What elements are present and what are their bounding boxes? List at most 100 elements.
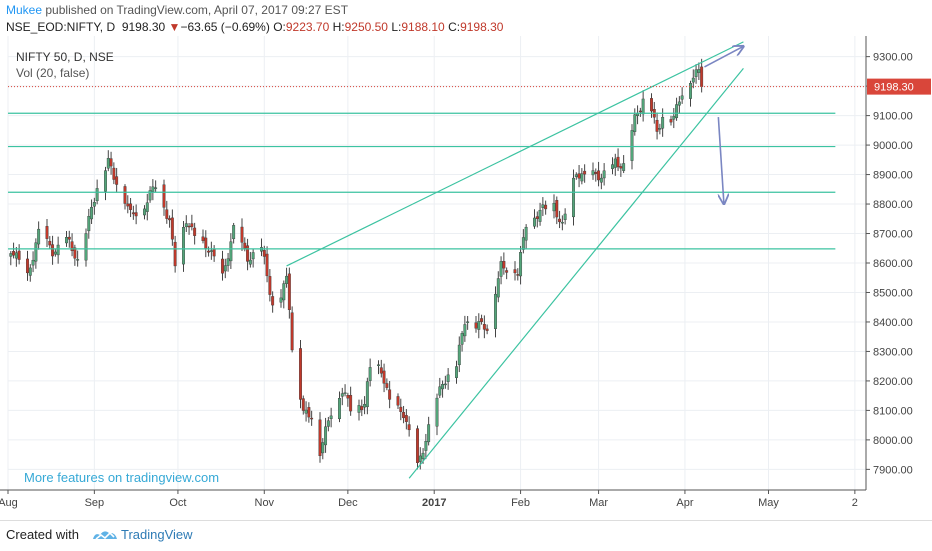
candle-body <box>574 174 578 177</box>
candle-body <box>552 202 556 212</box>
series-legend[interactable]: NIFTY 50, D, NSE <box>16 50 114 64</box>
price-chart[interactable]: 7900.00 8000.00 8100.00 8200.00 8300.00 8400.… <box>0 36 932 520</box>
candle-body <box>165 209 169 219</box>
time-tick-label: Nov <box>255 497 275 509</box>
candle-body <box>145 202 149 212</box>
candle-body <box>26 258 29 274</box>
tradingview-logo-icon[interactable] <box>92 526 118 544</box>
candle-body <box>343 392 347 394</box>
candle-body <box>115 176 119 185</box>
price-tick-label: 8800.00 <box>873 199 913 211</box>
candle-body <box>457 344 461 366</box>
candle-body <box>37 228 41 245</box>
candle-body <box>226 258 230 266</box>
candle-body <box>51 244 55 257</box>
candle-body <box>399 406 403 412</box>
candle-body <box>56 244 60 256</box>
last-price: 9198.30 <box>121 20 166 34</box>
price-tick-label: 9100.00 <box>873 111 913 123</box>
change-down-icon: ▼ <box>168 20 181 34</box>
candle-body <box>307 407 311 418</box>
candle-body <box>499 261 503 277</box>
candle-body <box>443 383 447 386</box>
candle-body <box>162 184 166 208</box>
candle-body <box>126 203 130 207</box>
candle-body <box>599 177 603 183</box>
candle-body <box>466 321 470 323</box>
price-tick-label: 7900.00 <box>873 464 913 476</box>
candle-body <box>538 209 542 222</box>
tradingview-brand[interactable]: TradingView <box>121 527 193 542</box>
price-tick-label: 8300.00 <box>873 346 913 358</box>
candle-body <box>482 324 486 330</box>
candle-body <box>560 221 564 224</box>
candle-body <box>207 250 211 253</box>
candle-body <box>672 115 676 120</box>
candle-body <box>636 113 640 117</box>
candle-body <box>324 426 328 446</box>
upper-channel-line <box>286 41 744 267</box>
candle-body <box>404 415 408 422</box>
candle-body <box>304 409 308 414</box>
candle-body <box>555 200 559 218</box>
candle-body <box>45 226 49 239</box>
candle-body <box>485 328 489 331</box>
price-tick-label: 8700.00 <box>873 229 913 241</box>
candle-body <box>365 381 369 408</box>
candle-body <box>563 213 567 220</box>
candle-body <box>418 455 422 462</box>
candle-body <box>104 170 107 192</box>
time-tick-label: Apr <box>676 497 693 509</box>
volume-legend[interactable]: Vol (20, false) <box>16 66 90 80</box>
price-tick-label: 8900.00 <box>873 170 913 182</box>
candle-body <box>474 322 478 329</box>
candle-body <box>535 216 539 219</box>
candle-body <box>368 367 372 381</box>
candle-body <box>209 250 213 252</box>
candle-body <box>95 188 99 202</box>
candle-body <box>446 374 450 382</box>
time-tick-label: May <box>758 497 779 509</box>
candle-body <box>134 212 138 217</box>
lower-channel-line <box>408 68 744 479</box>
arrow-up <box>704 46 743 68</box>
candle-body <box>34 242 38 262</box>
candle-body <box>53 251 57 255</box>
candle-body <box>240 226 244 243</box>
candle-body <box>262 249 266 257</box>
candle-body <box>385 383 389 388</box>
candle-body <box>290 312 294 351</box>
author-link[interactable]: Mukee <box>6 3 43 17</box>
ohlc-bar: NSE_EOD:NIFTY, D 9198.30 ▼−63.65 (−0.69%… <box>6 20 503 34</box>
promo-link[interactable]: More features on tradingview.com <box>24 470 220 485</box>
candle-body <box>455 366 458 378</box>
candle-body <box>558 218 562 223</box>
candle-body <box>182 227 185 265</box>
candle-body <box>65 237 68 244</box>
candle-body <box>658 128 662 130</box>
candle-body <box>597 170 601 181</box>
candle-body <box>143 208 146 216</box>
candle-body <box>112 167 116 180</box>
candle-body <box>650 98 653 112</box>
candle-body <box>151 186 155 192</box>
candle-body <box>360 406 364 411</box>
candle-body <box>248 259 252 265</box>
publish-info: Mukee published on TradingView.com, Apri… <box>6 3 348 17</box>
chart-area[interactable]: 7900.00 8000.00 8100.00 8200.00 8300.00 8400.… <box>0 36 932 520</box>
close-label: C: <box>448 20 461 34</box>
candle-body <box>310 417 314 420</box>
candle-body <box>17 250 21 260</box>
price-tick-label: 8000.00 <box>873 435 913 447</box>
arrow-down <box>717 117 724 204</box>
candle-body <box>363 403 367 408</box>
candle-body <box>477 321 481 330</box>
candle-body <box>301 398 305 411</box>
candle-body <box>594 172 598 174</box>
candle-body <box>407 424 411 431</box>
candle-body <box>602 170 606 179</box>
candle-body <box>524 226 528 241</box>
candle-body <box>73 247 77 259</box>
candle-body <box>28 267 32 276</box>
candle-body <box>168 218 172 221</box>
